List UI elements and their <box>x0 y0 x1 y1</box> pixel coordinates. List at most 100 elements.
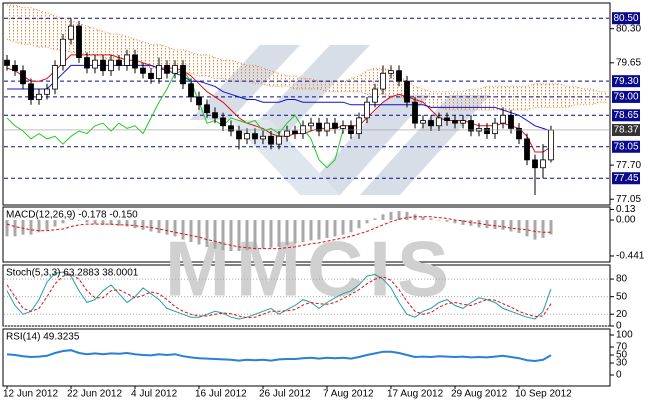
macd-bar <box>293 220 297 244</box>
level-label: 77.45 <box>613 173 638 184</box>
candle-body <box>452 120 458 124</box>
candle-body <box>380 72 386 90</box>
candle-body <box>68 25 74 40</box>
candle-body <box>420 120 426 124</box>
candle-body <box>508 114 514 129</box>
macd-bar <box>357 220 361 229</box>
macd-bar <box>237 220 241 251</box>
macd-signal <box>6 216 551 250</box>
y-tick-label: 0.00 <box>616 215 636 226</box>
candle-body <box>20 70 26 85</box>
macd-bar <box>325 220 329 238</box>
macd-bar <box>333 220 337 237</box>
macd-bar <box>101 220 105 225</box>
candle-body <box>172 65 178 74</box>
macd-bar <box>13 220 17 237</box>
panel-title: MACD(12,26,9) -0.178 -0.150 <box>6 210 138 221</box>
x-tick-label: 7 Aug 2012 <box>323 389 374 400</box>
macd-bar <box>533 220 537 240</box>
macd-bar <box>397 211 401 221</box>
macd-bar <box>149 220 153 232</box>
candle-body <box>92 59 98 69</box>
y-tick-label: 20 <box>616 309 628 320</box>
macd-bar <box>389 211 393 221</box>
y-tick-label: 100 <box>616 330 633 341</box>
y-tick-label: 77.05 <box>616 194 641 205</box>
candle-body <box>148 72 154 79</box>
candle-body <box>372 88 378 103</box>
level-box <box>612 12 640 25</box>
candle-body <box>532 159 538 169</box>
x-tick-label: 17 Aug 2012 <box>387 389 444 400</box>
macd-bar <box>181 220 185 240</box>
candle-body <box>180 65 186 85</box>
macd-bar <box>221 220 225 251</box>
level-box <box>612 140 640 153</box>
candle-body <box>244 133 250 140</box>
candle-body <box>412 101 418 124</box>
macd-bar <box>525 220 529 237</box>
candle-body <box>236 130 242 140</box>
macd-bar <box>549 220 553 235</box>
macd-bar <box>5 220 9 237</box>
last-price-box <box>612 123 640 136</box>
macd-bar <box>189 220 193 243</box>
candle-body <box>396 70 402 82</box>
stoch-panel <box>2 264 611 327</box>
candle-body <box>500 114 506 124</box>
x-tick-label: 12 Jun 2012 <box>3 389 58 400</box>
candle-body <box>84 57 90 69</box>
candle-body <box>100 59 106 72</box>
candle-body <box>196 96 202 106</box>
candle-body <box>516 127 522 140</box>
candle-body <box>436 117 442 127</box>
macd-bar <box>461 220 465 225</box>
last-price-label: 78.37 <box>613 125 638 136</box>
candle-body <box>468 120 474 132</box>
level-label: 79.00 <box>613 92 638 103</box>
level-box <box>612 90 640 103</box>
candle-body <box>268 135 274 145</box>
y-tick-label: 79.65 <box>616 57 641 68</box>
candle-body <box>308 122 314 127</box>
candle-body <box>524 138 530 161</box>
candle-body <box>228 125 234 132</box>
macd-bar <box>213 220 217 249</box>
macd-bar <box>133 220 137 229</box>
panel-title: Stoch(5,3,3) 63.2883 38.0001 <box>6 268 139 279</box>
candle-body <box>316 122 322 132</box>
x-tick-label: 26 Jul 2012 <box>259 389 311 400</box>
macd-bar <box>445 220 449 222</box>
y-tick-label: 80 <box>616 274 628 285</box>
macd-bar <box>205 220 209 247</box>
macd-bar <box>109 220 113 225</box>
candle-body <box>36 93 42 100</box>
stoch-signal <box>6 273 552 319</box>
macd-bar <box>261 220 265 249</box>
macd-bar <box>165 220 169 235</box>
y-tick-label: 77.70 <box>616 160 641 171</box>
level-label: 79.30 <box>613 76 638 87</box>
candle-body <box>44 88 50 95</box>
macd-bar <box>317 220 321 240</box>
y-tick-label: 80.30 <box>616 23 641 34</box>
candle-body <box>52 65 58 90</box>
candle-body <box>388 70 394 74</box>
macd-bar <box>21 220 25 235</box>
stoch-main <box>6 271 552 320</box>
panel-title: RSI(14) 49.3235 <box>6 332 80 343</box>
candle-body <box>404 80 410 103</box>
macd-bar <box>197 220 201 245</box>
macd-bar <box>373 218 377 221</box>
macd-bar <box>421 216 425 221</box>
candle-body <box>428 120 434 127</box>
candle-body <box>548 129 554 161</box>
candle-body <box>28 83 34 100</box>
candle-body <box>356 117 362 135</box>
candle-body <box>324 122 330 132</box>
macd-bar <box>485 220 489 229</box>
macd-bar <box>61 220 65 224</box>
level-box <box>612 172 640 185</box>
